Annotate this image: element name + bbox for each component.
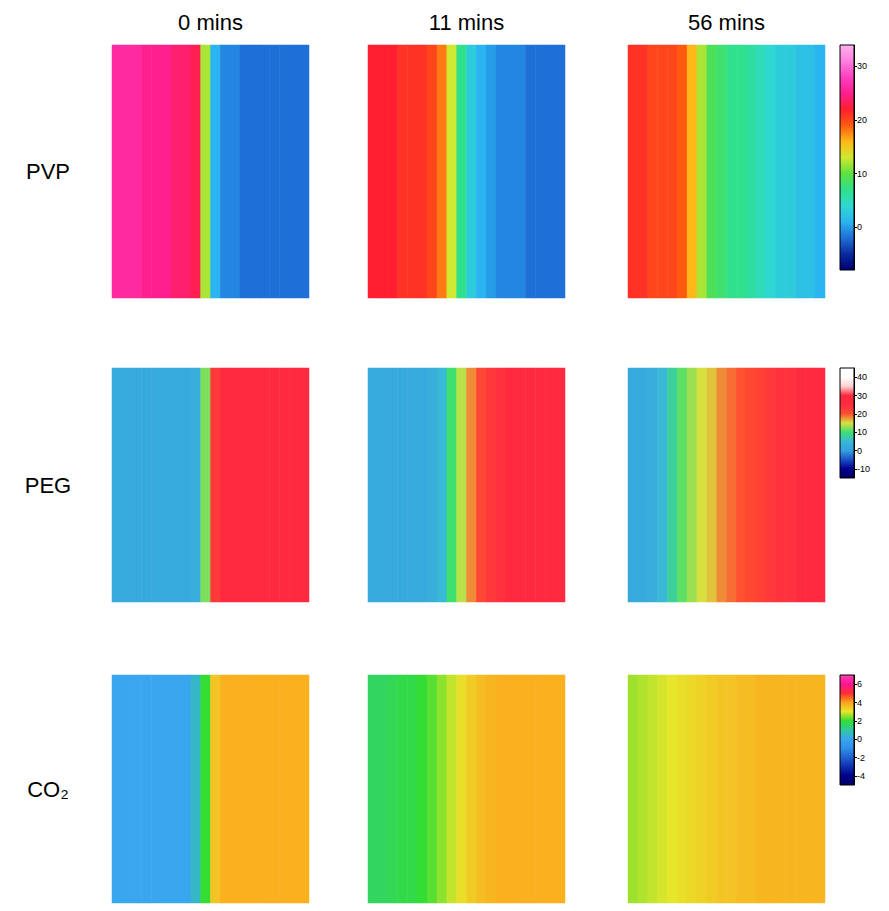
- svg-text:PVP: PVP: [26, 159, 70, 184]
- svg-text:30: 30: [857, 391, 867, 401]
- svg-text:0: 0: [857, 734, 862, 744]
- svg-text:10: 10: [857, 169, 867, 179]
- svg-text:2: 2: [857, 716, 862, 726]
- svg-text:30: 30: [857, 61, 867, 71]
- svg-text:40: 40: [857, 372, 867, 382]
- svg-text:CO₂: CO₂: [27, 777, 69, 802]
- svg-text:0: 0: [857, 222, 862, 232]
- svg-text:11 mins: 11 mins: [429, 10, 504, 35]
- svg-text:0 mins: 0 mins: [178, 10, 243, 35]
- svg-text:-2: -2: [857, 753, 865, 763]
- svg-text:56 mins: 56 mins: [688, 10, 765, 35]
- svg-text:-10: -10: [857, 464, 870, 474]
- svg-text:PEG: PEG: [25, 473, 71, 498]
- svg-text:6: 6: [857, 679, 862, 689]
- svg-text:4: 4: [857, 698, 862, 708]
- svg-text:0: 0: [857, 446, 862, 456]
- svg-text:10: 10: [857, 427, 867, 437]
- svg-text:20: 20: [857, 115, 867, 125]
- svg-text:-4: -4: [857, 771, 865, 781]
- svg-text:20: 20: [857, 409, 867, 419]
